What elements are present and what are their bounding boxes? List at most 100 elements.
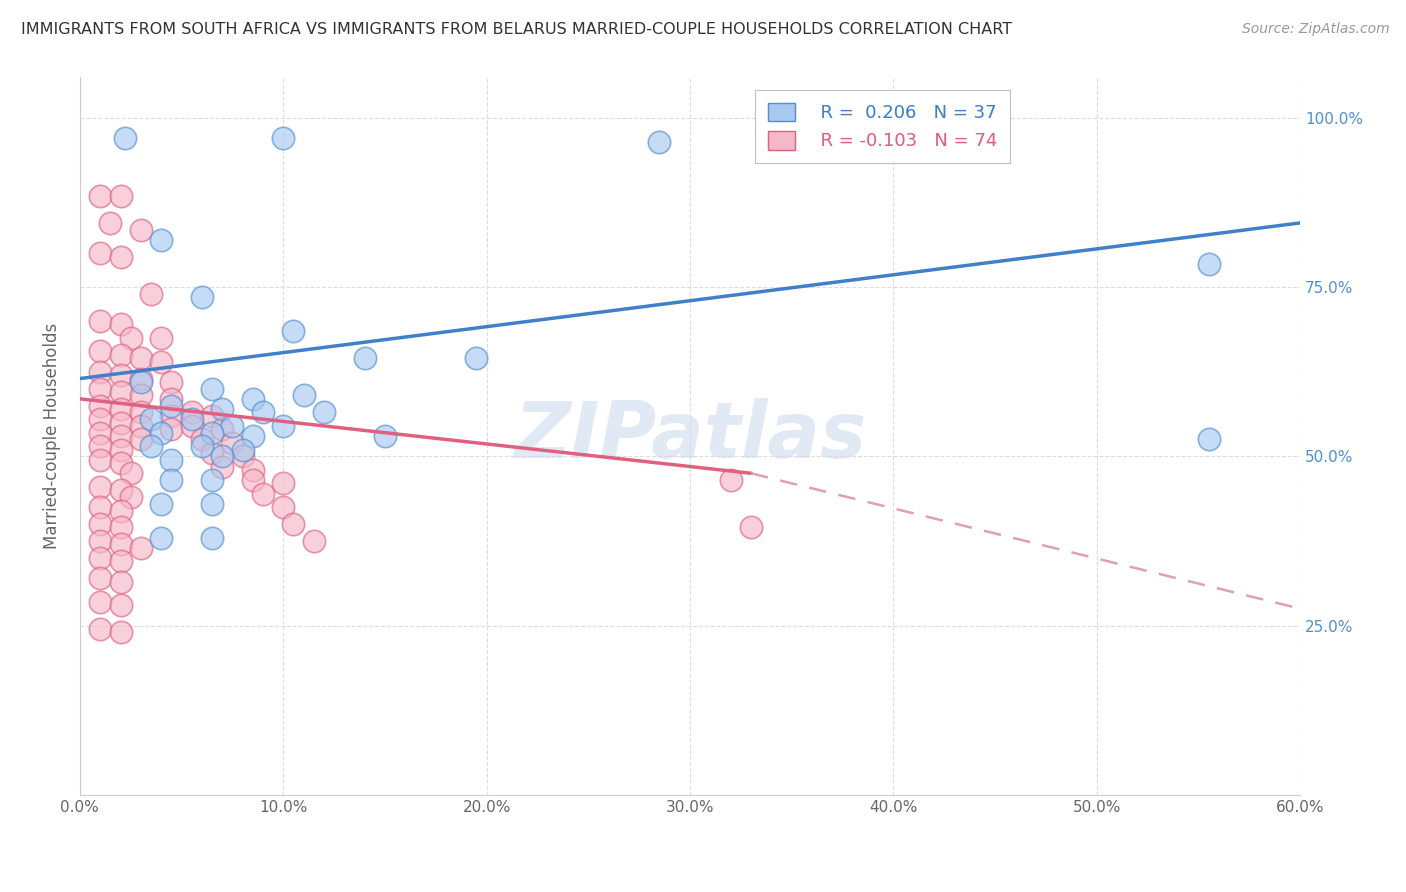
Point (242, 429, 264, 443)
Point (150, 354, 173, 368)
Point (129, 541, 152, 555)
Point (89, 533, 111, 548)
Point (292, 388, 315, 402)
Point (201, 473, 224, 487)
Point (89, 412, 111, 426)
Point (271, 476, 294, 491)
Point (232, 450, 254, 464)
Point (252, 486, 274, 500)
Point (110, 250, 132, 264)
Point (201, 497, 224, 511)
Point (110, 189, 132, 203)
Point (221, 435, 243, 450)
Point (740, 520, 762, 534)
Point (139, 287, 162, 301)
Point (201, 382, 224, 396)
Point (201, 409, 224, 423)
Point (160, 375, 183, 389)
Point (242, 463, 264, 477)
Point (252, 405, 274, 419)
Point (120, 490, 142, 504)
Point (89, 622, 111, 636)
Point (120, 467, 142, 481)
Point (89, 452, 111, 467)
Point (191, 290, 214, 304)
Point (89, 516, 111, 531)
Point (110, 442, 132, 457)
Point (139, 439, 162, 453)
Point (89, 425, 111, 440)
Point (150, 331, 173, 345)
Point (201, 446, 224, 460)
Point (160, 422, 183, 436)
Point (353, 351, 375, 366)
Point (139, 412, 162, 426)
Point (312, 405, 335, 419)
Point (150, 233, 173, 247)
Point (283, 516, 305, 531)
Legend:   R =  0.206   N = 37,   R = -0.103   N = 74: R = 0.206 N = 37, R = -0.103 N = 74 (755, 90, 1011, 163)
Point (129, 351, 152, 366)
Point (232, 442, 254, 457)
Point (150, 531, 173, 545)
Point (180, 412, 202, 426)
Point (191, 433, 214, 447)
Point (221, 418, 243, 433)
Point (129, 418, 152, 433)
Point (211, 402, 233, 417)
Point (89, 189, 111, 203)
Point (110, 385, 132, 400)
Point (100, 216, 122, 230)
Point (465, 351, 488, 366)
Point (180, 418, 202, 433)
Point (110, 574, 132, 589)
Point (648, 135, 671, 149)
Point (89, 246, 111, 260)
Point (89, 571, 111, 585)
Point (110, 416, 132, 430)
Point (110, 625, 132, 640)
Point (302, 533, 325, 548)
Point (89, 344, 111, 359)
Point (160, 473, 183, 487)
Point (89, 365, 111, 379)
Point (110, 318, 132, 332)
Point (283, 324, 305, 338)
Point (720, 473, 742, 487)
Text: IMMIGRANTS FROM SOUTH AFRICA VS IMMIGRANTS FROM BELARUS MARRIED-COUPLE HOUSEHOLD: IMMIGRANTS FROM SOUTH AFRICA VS IMMIGRAN… (21, 22, 1012, 37)
Point (160, 392, 183, 406)
Point (211, 450, 233, 464)
Point (180, 405, 202, 419)
Point (110, 520, 132, 534)
Point (374, 429, 396, 443)
Point (120, 331, 142, 345)
Point (89, 595, 111, 609)
Point (89, 550, 111, 565)
Text: Source: ZipAtlas.com: Source: ZipAtlas.com (1241, 22, 1389, 37)
Point (114, 131, 136, 145)
Point (160, 409, 183, 423)
Point (160, 399, 183, 413)
Point (129, 375, 152, 389)
Point (211, 459, 233, 474)
Point (89, 480, 111, 494)
Point (129, 371, 152, 385)
Point (271, 418, 294, 433)
Point (110, 537, 132, 551)
Point (242, 473, 264, 487)
Y-axis label: Married-couple Households: Married-couple Households (44, 323, 60, 549)
Point (110, 554, 132, 568)
Point (110, 483, 132, 498)
Point (89, 314, 111, 328)
Point (89, 439, 111, 453)
Point (191, 439, 214, 453)
Point (110, 599, 132, 613)
Point (1198, 433, 1220, 447)
Point (150, 497, 173, 511)
Point (201, 531, 224, 545)
Point (1198, 256, 1220, 270)
Point (160, 452, 183, 467)
Text: ZIPatlas: ZIPatlas (513, 398, 866, 474)
Point (89, 500, 111, 515)
Point (89, 399, 111, 413)
